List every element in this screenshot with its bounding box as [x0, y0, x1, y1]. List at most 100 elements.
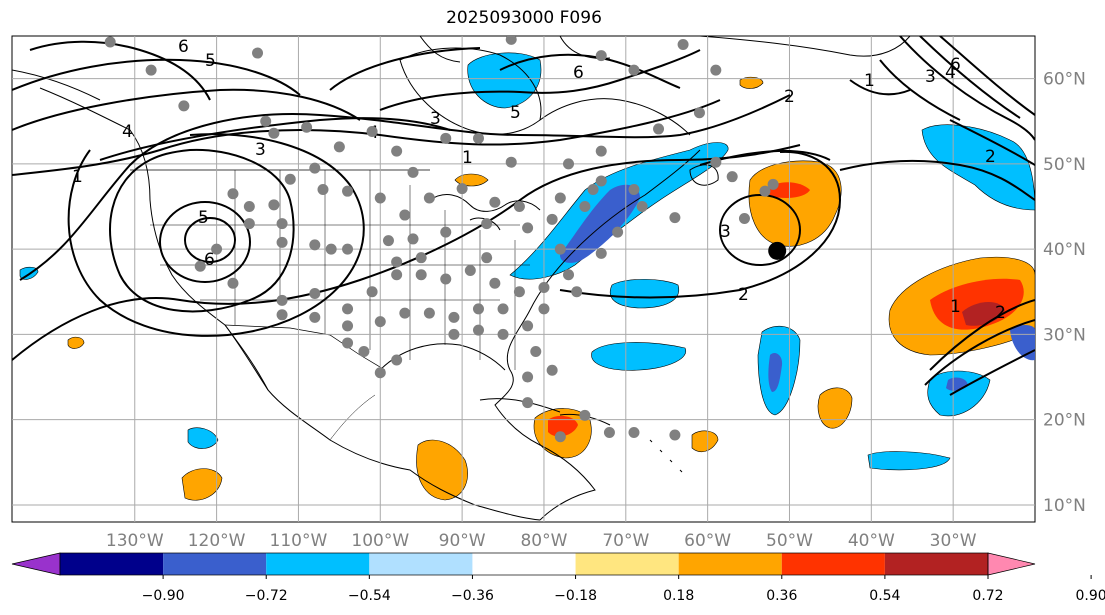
contour-atl-3 — [719, 194, 801, 266]
colorbar-tick-label: 0.18 — [663, 588, 694, 604]
station-dot — [309, 311, 321, 323]
contour-ne-3 — [879, 59, 961, 121]
shading-layer — [19, 52, 1035, 501]
station-dot — [603, 426, 615, 438]
station-dot — [342, 303, 354, 315]
station-dot — [767, 178, 779, 190]
colorbar-tick-label: −0.18 — [554, 588, 597, 604]
station-dot — [374, 192, 386, 204]
shade-orange-north — [739, 76, 764, 89]
colorbar-tick-label: −0.72 — [245, 588, 288, 604]
station-dot — [579, 409, 591, 421]
station-dot — [448, 311, 460, 323]
station-dot — [243, 218, 255, 230]
contour-label: 3 — [720, 222, 731, 242]
contour-west-4 — [109, 148, 295, 313]
station-dot — [571, 286, 583, 298]
colorbar-segment — [575, 553, 679, 575]
colorbar-extend-low — [11, 552, 61, 576]
colorbar-tick-label: 0.36 — [766, 588, 797, 604]
station-dot — [399, 307, 411, 319]
shade-blue-ne1 — [921, 124, 1035, 211]
station-dot — [284, 173, 296, 185]
station-dot — [677, 39, 689, 51]
station-dot — [636, 201, 648, 213]
station-dot — [513, 286, 525, 298]
station-dots — [104, 36, 779, 443]
contour-nw-loop — [849, 79, 911, 96]
station-dot — [276, 236, 288, 248]
contour-label: 1 — [864, 71, 875, 91]
contour-label: 1 — [462, 148, 473, 168]
contour-label: 2 — [784, 87, 795, 107]
station-dot — [391, 256, 403, 268]
station-dot — [472, 132, 484, 144]
contour-ne-4 — [939, 36, 1035, 116]
contour-label: 4 — [122, 122, 133, 142]
station-dot — [342, 320, 354, 332]
station-dot — [669, 429, 681, 441]
contour-label: 6 — [178, 37, 189, 57]
shade-orange-centralam — [416, 439, 468, 501]
colorbar-segment — [781, 553, 885, 575]
station-dot — [481, 218, 493, 230]
station-dot — [546, 213, 558, 225]
longitude-tick-label: 80°W — [520, 531, 567, 551]
station-dot — [522, 222, 534, 234]
shade-orange-pac2 — [67, 336, 85, 349]
station-dot — [472, 303, 484, 315]
station-dot — [456, 183, 468, 195]
station-dot — [342, 185, 354, 197]
station-dot — [513, 201, 525, 213]
contour-west-5 — [159, 201, 251, 283]
contour-lines — [12, 36, 1035, 396]
station-dot — [415, 269, 427, 281]
latitude-tick-label: 40°N — [1043, 240, 1086, 260]
colorbar-outline — [59, 552, 989, 576]
station-dot — [276, 218, 288, 230]
colorbar-segment — [472, 553, 576, 575]
station-dot — [333, 141, 345, 153]
contour-east-1 — [839, 159, 1035, 201]
contour-label: 3 — [430, 109, 441, 129]
colorbar-tick-label: 0.72 — [972, 588, 1003, 604]
contour-hudson-5 — [379, 49, 701, 111]
station-dot — [268, 127, 280, 139]
station-dot — [522, 397, 534, 409]
station-dot — [628, 426, 640, 438]
shade-orange-pac1 — [181, 468, 223, 501]
contour-atl-2 — [559, 150, 842, 299]
longitude-labels: 130°W 120°W 110°W 100°W 90°W 80°W 70°W 60°W 50°W… — [106, 531, 977, 551]
colorbar-segment — [163, 553, 267, 575]
station-dot — [423, 192, 435, 204]
longitude-tick-label: 110°W — [270, 531, 328, 551]
station-dot — [530, 345, 542, 357]
station-dot — [710, 156, 722, 168]
station-dot — [595, 50, 607, 62]
contour-label: 1 — [72, 167, 83, 187]
colorbar-segment — [678, 553, 782, 575]
station-dot — [366, 286, 378, 298]
contour-label: 2 — [738, 285, 749, 305]
colorbar-tick-label: 0.54 — [869, 588, 900, 604]
station-dot — [669, 212, 681, 224]
station-dot — [538, 282, 550, 294]
station-dot — [579, 201, 591, 213]
gridlines — [12, 36, 1035, 522]
station-dot — [587, 183, 599, 195]
station-dot — [243, 201, 255, 213]
shade-blue-atlantic2 — [591, 342, 687, 371]
contour-label: 2 — [985, 147, 996, 167]
station-dot — [194, 260, 206, 272]
latitude-tick-label: 20°N — [1043, 411, 1086, 431]
station-dot — [407, 233, 419, 245]
station-dot — [382, 235, 394, 247]
station-dot — [554, 243, 566, 255]
latitude-tick-label: 30°N — [1043, 325, 1086, 345]
latitude-labels: 10°N 20°N 30°N 40°N 50°N 60°N — [1043, 70, 1086, 516]
station-dot — [317, 183, 329, 195]
station-dot — [522, 320, 534, 332]
longitude-tick-label: 120°W — [188, 531, 246, 551]
station-dot — [276, 294, 288, 306]
